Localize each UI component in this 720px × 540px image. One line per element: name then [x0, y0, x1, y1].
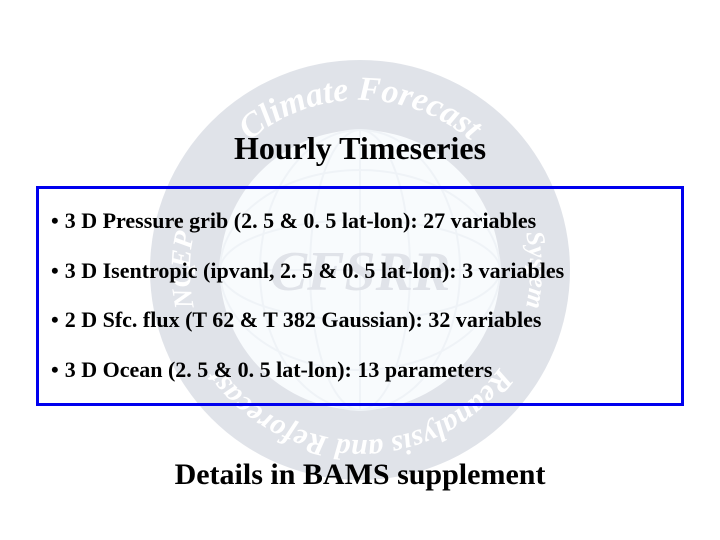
bullet-item: •3 D Pressure grib (2. 5 & 0. 5 lat-lon)… — [51, 207, 669, 235]
bullet-text: 2 D Sfc. flux (T 62 & T 382 Gaussian): 3… — [65, 307, 542, 332]
bullet-item: •3 D Isentropic (ipvanl, 2. 5 & 0. 5 lat… — [51, 257, 669, 285]
footer-text: Details in BAMS supplement — [0, 458, 720, 492]
bullet-text: 3 D Isentropic (ipvanl, 2. 5 & 0. 5 lat-… — [65, 258, 564, 283]
slide-title: Hourly Timeseries — [0, 130, 720, 167]
bullet-item: •2 D Sfc. flux (T 62 & T 382 Gaussian): … — [51, 306, 669, 334]
bullet-text: 3 D Ocean (2. 5 & 0. 5 lat-lon): 13 para… — [65, 357, 493, 382]
content-box: •3 D Pressure grib (2. 5 & 0. 5 lat-lon)… — [36, 186, 684, 406]
bullet-item: •3 D Ocean (2. 5 & 0. 5 lat-lon): 13 par… — [51, 356, 669, 384]
slide: Hourly Timeseries •3 D Pressure grib (2.… — [0, 0, 720, 540]
bullet-text: 3 D Pressure grib (2. 5 & 0. 5 lat-lon):… — [65, 208, 537, 233]
